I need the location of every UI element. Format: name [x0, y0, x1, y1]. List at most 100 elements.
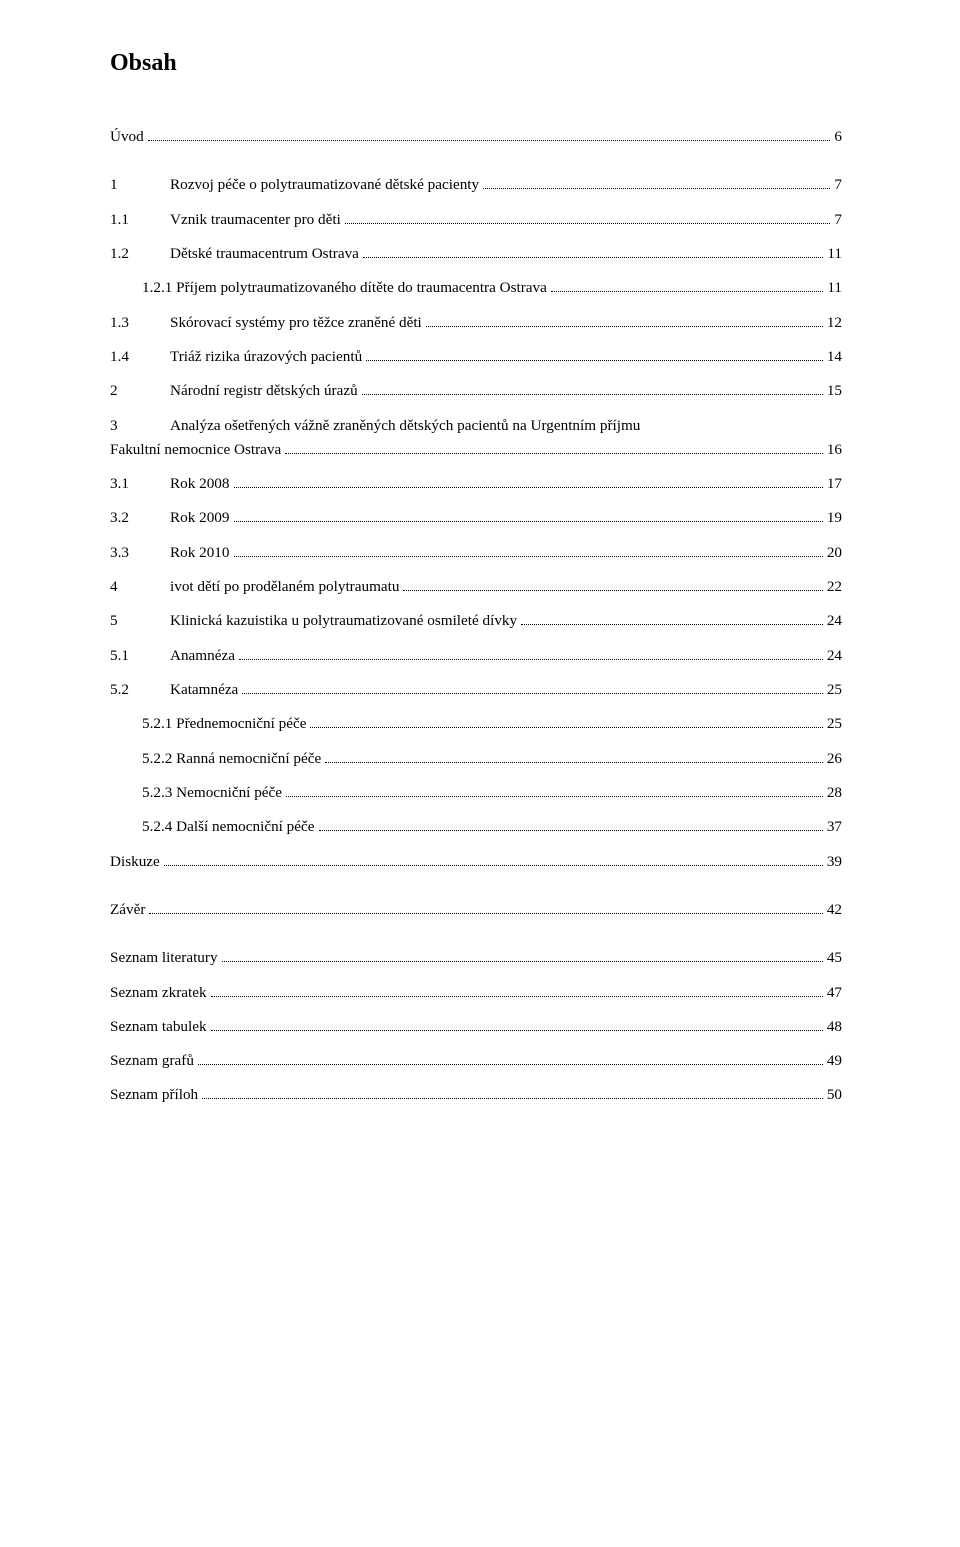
toc-leader-dots: [234, 487, 823, 488]
toc-entry: Závěr 42: [110, 898, 842, 922]
toc-entry-page: 26: [827, 747, 842, 771]
toc-entry-text: ivot dětí po prodělaném polytraumatu: [170, 575, 399, 599]
toc-entry-page: 11: [827, 242, 842, 266]
toc-leader-dots: [211, 1030, 823, 1031]
toc-entry-label: 5: [110, 609, 170, 633]
toc-entry-text: Rok 2010: [170, 541, 230, 565]
toc-entry: 1.2Dětské traumacentrum Ostrava 11: [110, 242, 842, 266]
toc-entry-text: 5.2.1 Přednemocniční péče: [142, 712, 306, 736]
toc-entry: 1Rozvoj péče o polytraumatizované dětské…: [110, 173, 842, 197]
toc-spacer: [110, 159, 842, 173]
toc-leader-dots: [483, 188, 830, 189]
toc-leader-dots: [285, 453, 823, 454]
toc-entry: 3.3Rok 2010 20: [110, 541, 842, 565]
toc-entry-page: 39: [827, 850, 842, 874]
toc-entry-text: Vznik traumacenter pro děti: [170, 208, 341, 232]
toc-entry: 4ivot dětí po prodělaném polytraumatu 22: [110, 575, 842, 599]
toc-leader-dots: [551, 291, 824, 292]
toc-entry-page: 7: [834, 173, 842, 197]
toc-entry: 1.1Vznik traumacenter pro děti 7: [110, 208, 842, 232]
toc-leader-dots: [362, 394, 823, 395]
toc-entry-label: 4: [110, 575, 170, 599]
toc-entry-text: Úvod: [110, 125, 144, 149]
toc-entry: 3Analýza ošetřených vážně zraněných děts…: [110, 414, 842, 438]
toc-entry-page: 14: [827, 345, 842, 369]
toc-leader-dots: [325, 762, 823, 763]
toc-entry-text: Seznam literatury: [110, 946, 218, 970]
toc-leader-dots: [426, 326, 823, 327]
toc-entry-page: 48: [827, 1015, 842, 1039]
toc-entry-label: 1.4: [110, 345, 170, 369]
toc-entry: Seznam příloh 50: [110, 1083, 842, 1107]
toc-entry-page: 19: [827, 506, 842, 530]
toc-entry-page: 22: [827, 575, 842, 599]
toc-entry: Diskuze 39: [110, 850, 842, 874]
toc-entry-text: Analýza ošetřených vážně zraněných dětsk…: [170, 414, 640, 438]
toc-leader-dots: [286, 796, 823, 797]
toc-entry-label: 1.2: [110, 242, 170, 266]
toc-leader-dots: [234, 521, 823, 522]
toc-entry: Seznam grafů 49: [110, 1049, 842, 1073]
toc-entry-text: Rozvoj péče o polytraumatizované dětské …: [170, 173, 479, 197]
document-page: Obsah Úvod 6 1Rozvoj péče o polytraumatiz…: [0, 0, 960, 1547]
toc-entry-page: 25: [827, 678, 842, 702]
toc-leader-dots: [198, 1064, 823, 1065]
toc-entry-text: 5.2.2 Ranná nemocniční péče: [142, 747, 321, 771]
toc-leader-dots: [366, 360, 823, 361]
toc-leader-dots: [319, 830, 823, 831]
toc-leader-dots: [164, 865, 823, 866]
toc-entry-continuation: Fakultní nemocnice Ostrava 16: [110, 438, 842, 462]
toc-leader-dots: [521, 624, 823, 625]
toc-entry-text: Rok 2008: [170, 472, 230, 496]
toc-leader-dots: [234, 556, 823, 557]
toc-entry-text: Fakultní nemocnice Ostrava: [110, 438, 281, 462]
toc-entry-text: Anamnéza: [170, 644, 235, 668]
toc-leader-dots: [202, 1098, 823, 1099]
toc-entry-page: 6: [834, 125, 842, 149]
toc-entry-text: Seznam zkratek: [110, 981, 207, 1005]
toc-entry-page: 17: [827, 472, 842, 496]
toc-entry-page: 12: [827, 311, 842, 335]
toc-leader-dots: [148, 140, 831, 141]
toc-entry: 5.2.3 Nemocniční péče 28: [110, 781, 842, 805]
toc-entry-label: 3.2: [110, 506, 170, 530]
toc-entry-label: 3.3: [110, 541, 170, 565]
toc-entry-text: Diskuze: [110, 850, 160, 874]
toc-entry-page: 37: [827, 815, 842, 839]
toc-entry: 5Klinická kazuistika u polytraumatizovan…: [110, 609, 842, 633]
toc-entry-label: 5.1: [110, 644, 170, 668]
toc-entry-text: Národní registr dětských úrazů: [170, 379, 358, 403]
toc-entry-text: 5.2.4 Další nemocniční péče: [142, 815, 315, 839]
toc-title: Obsah: [110, 50, 842, 77]
toc-leader-dots: [363, 257, 823, 258]
toc-container: Úvod 6 1Rozvoj péče o polytraumatizované …: [110, 125, 842, 1108]
toc-entry: Seznam zkratek 47: [110, 981, 842, 1005]
toc-entry-text: Seznam příloh: [110, 1083, 198, 1107]
toc-entry-text: Rok 2009: [170, 506, 230, 530]
toc-entry-label: 2: [110, 379, 170, 403]
toc-entry-page: 15: [827, 379, 842, 403]
toc-entry-text: Seznam grafů: [110, 1049, 194, 1073]
toc-leader-dots: [222, 961, 823, 962]
toc-entry-text: Katamnéza: [170, 678, 238, 702]
toc-spacer: [110, 884, 842, 898]
toc-entry-page: 49: [827, 1049, 842, 1073]
toc-entry: Seznam tabulek48: [110, 1015, 842, 1039]
toc-leader-dots: [242, 693, 823, 694]
toc-entry: 5.2.1 Přednemocniční péče 25: [110, 712, 842, 736]
toc-entry: 5.2Katamnéza 25: [110, 678, 842, 702]
toc-entry-page: 16: [827, 438, 842, 462]
toc-entry-page: 24: [827, 609, 842, 633]
toc-spacer: [110, 932, 842, 946]
toc-entry-page: 47: [827, 981, 842, 1005]
toc-entry: 1.2.1 Příjem polytraumatizovaného dítěte…: [110, 276, 842, 300]
toc-entry: 3.2Rok 2009 19: [110, 506, 842, 530]
toc-entry-page: 50: [827, 1083, 842, 1107]
toc-entry: 5.2.2 Ranná nemocniční péče 26: [110, 747, 842, 771]
toc-leader-dots: [310, 727, 822, 728]
toc-entry: Úvod 6: [110, 125, 842, 149]
toc-entry: 5.1Anamnéza 24: [110, 644, 842, 668]
toc-entry: 2Národní registr dětských úrazů 15: [110, 379, 842, 403]
toc-entry-text: Klinická kazuistika u polytraumatizované…: [170, 609, 517, 633]
toc-entry-label: 1.3: [110, 311, 170, 335]
